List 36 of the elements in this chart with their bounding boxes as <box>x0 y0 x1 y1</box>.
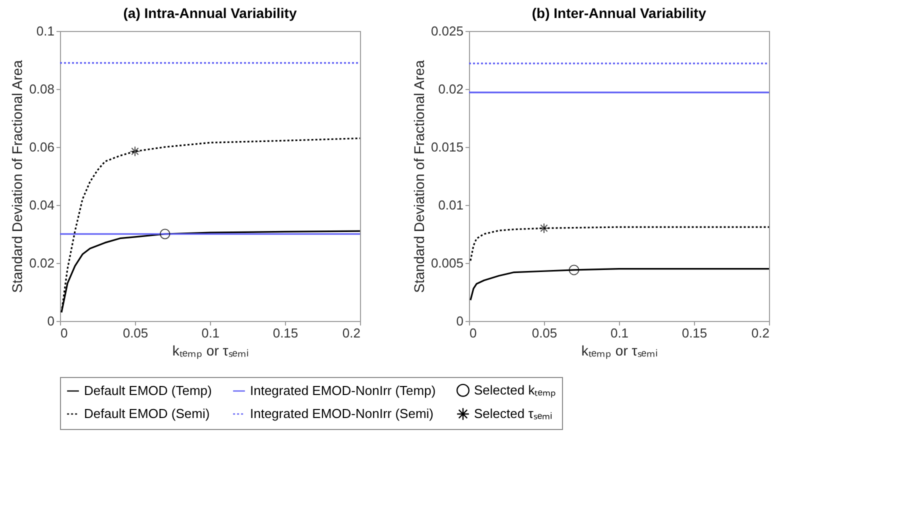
x-tick-label: 0.1 <box>610 326 629 340</box>
y-axis-title: Standard Deviation of Fractional Area <box>410 60 427 293</box>
x-tick-label: 0.15 <box>272 326 298 340</box>
y-tick-label: 0.025 <box>430 24 464 38</box>
y-tick-label: 0.06 <box>29 140 54 154</box>
legend-label: Selected kₜₑₘₚ <box>474 382 556 398</box>
y-tick-label: 0.015 <box>430 140 464 154</box>
x-tick-label: 0.05 <box>122 326 148 340</box>
y-tick-label: 0.1 <box>36 24 54 38</box>
legend-label: Default EMOD (Semi) <box>84 406 210 421</box>
legend-label: Integrated EMOD-NonIrr (Semi) <box>250 406 434 421</box>
y-tick-label: 0 <box>47 314 54 328</box>
x-tick-label: 0 <box>470 326 477 340</box>
y-tick-label: 0.08 <box>29 82 54 96</box>
y-axis-title: Standard Deviation of Fractional Area <box>9 60 26 293</box>
x-tick-label: 0.1 <box>201 326 220 340</box>
x-tick-label: 0.2 <box>751 326 770 340</box>
x-axis-title: kₜₑₘₚ or τₛₑₘᵢ <box>581 342 658 360</box>
x-tick-label: 0.05 <box>532 326 558 340</box>
x-tick-label: 0.2 <box>342 326 360 340</box>
y-tick-label: 0.01 <box>438 198 464 212</box>
chart-title: (b) Inter-Annual Variability <box>532 5 706 21</box>
y-tick-label: 0.04 <box>29 198 54 212</box>
legend-label: Selected τₛₑₘᵢ <box>474 406 552 421</box>
x-tick-label: 0.15 <box>682 326 708 340</box>
line-series <box>470 268 769 301</box>
y-tick-label: 0 <box>456 314 464 328</box>
legend-label: Integrated EMOD-NonIrr (Temp) <box>250 383 436 398</box>
line-series <box>470 226 769 262</box>
chart-title: (a) Intra-Annual Variability <box>123 5 297 21</box>
x-axis-title: kₜₑₘₚ or τₛₑₘᵢ <box>172 342 249 360</box>
y-tick-label: 0.02 <box>29 256 54 270</box>
x-tick-label: 0 <box>60 326 68 340</box>
y-tick-label: 0.02 <box>438 82 464 96</box>
legend-label: Default EMOD (Temp) <box>84 383 212 398</box>
y-tick-label: 0.005 <box>430 256 464 270</box>
